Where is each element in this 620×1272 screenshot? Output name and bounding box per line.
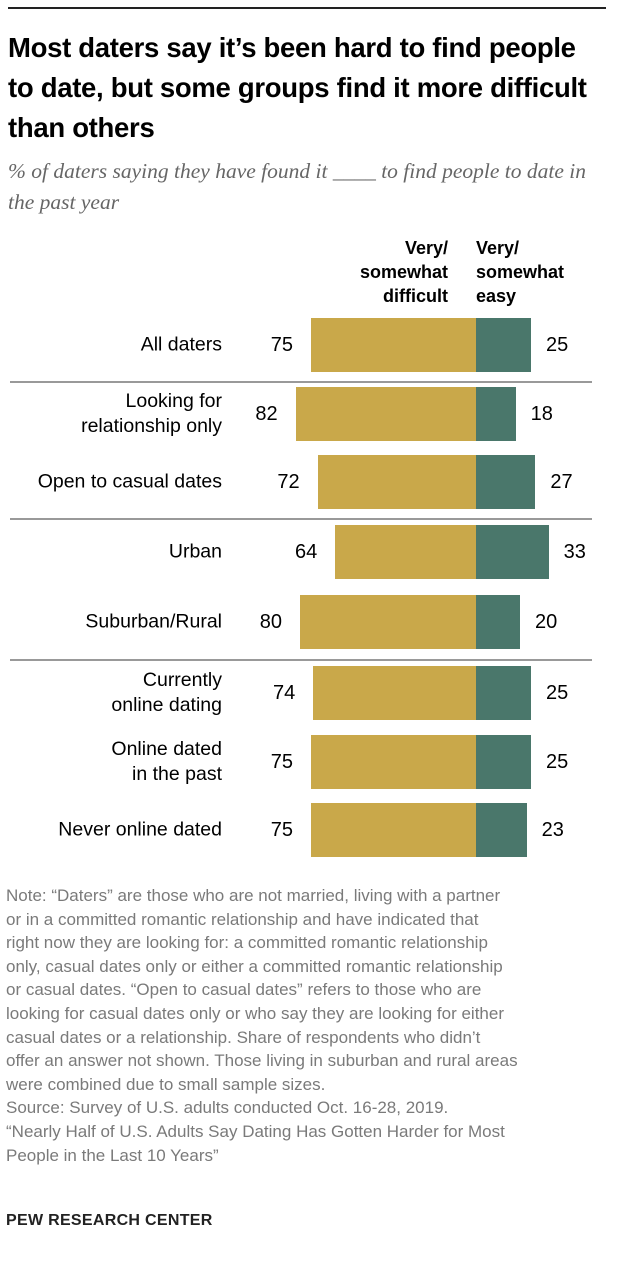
note-line: Note: “Daters” are those who are not mar… xyxy=(6,886,501,905)
category-label: Currently online dating xyxy=(111,668,222,718)
note-line: only, casual dates only or either a comm… xyxy=(6,956,503,976)
value-label-easy: 33 xyxy=(563,541,586,563)
value-label-difficult: 75 xyxy=(270,819,293,841)
value-label-difficult: 74 xyxy=(272,682,296,704)
category-label: All daters xyxy=(141,333,222,358)
bar-difficult xyxy=(313,666,476,720)
category-label-line: Never online dated xyxy=(58,818,222,841)
bar-easy xyxy=(476,666,531,720)
value-label-easy: 25 xyxy=(546,751,569,773)
column-header-line: somewhat xyxy=(359,262,448,282)
chart-note: Note: “Daters” are those who are not mar… xyxy=(6,884,616,1167)
bar-difficult xyxy=(295,387,476,441)
category-label-line: Urban xyxy=(168,540,222,563)
bar-difficult xyxy=(311,318,476,372)
category-label: Suburban/Rural xyxy=(85,610,222,635)
category-label: Looking for relationship only xyxy=(81,389,222,439)
value-label-difficult: 80 xyxy=(259,611,282,633)
category-label: Open to casual dates xyxy=(38,470,222,495)
group-separator xyxy=(10,659,592,661)
category-label-line: Suburban/Rural xyxy=(85,610,222,633)
source-line: Source: Survey of U.S. adults conducted … xyxy=(6,1098,449,1118)
column-header-difficult: Very/somewhat difficult xyxy=(360,236,448,308)
bar-easy xyxy=(476,525,549,579)
bar-difficult xyxy=(317,455,476,509)
report-title-line: People in the Last 10 Years” xyxy=(6,1145,219,1165)
top-rule xyxy=(8,7,606,9)
bar-easy xyxy=(476,595,520,649)
value-label-easy: 18 xyxy=(530,403,553,425)
chart-subtitle: % of daters saying they have found it __… xyxy=(8,159,587,214)
note-line: looking for casual dates only or who say… xyxy=(6,1003,504,1023)
value-label-difficult: 75 xyxy=(270,334,293,356)
category-label-line: Currently xyxy=(142,669,222,691)
value-label-difficult: 75 xyxy=(270,751,293,773)
note-line: offer an answer not shown. Those living … xyxy=(6,1051,518,1071)
column-header-line: somewhat xyxy=(476,262,565,282)
bar-easy xyxy=(476,318,531,372)
value-label-easy: 27 xyxy=(550,471,573,493)
group-separator xyxy=(10,381,592,383)
bar-difficult xyxy=(311,735,476,789)
report-title-line: “Nearly Half of U.S. Adults Say Dating H… xyxy=(6,1121,505,1141)
value-label-easy: 25 xyxy=(546,682,569,704)
column-header-line: difficult xyxy=(383,286,448,306)
category-label: Online dated in the past xyxy=(111,737,222,787)
note-line: right now they are looking for: a commit… xyxy=(6,933,488,953)
column-header-line: easy xyxy=(476,286,517,306)
column-header-easy: Very/somewhat easy xyxy=(476,236,564,308)
value-label-difficult: 82 xyxy=(255,403,278,425)
category-label-line: Online dated xyxy=(111,738,222,760)
category-label-line: online dating xyxy=(111,694,222,716)
bar-easy xyxy=(476,455,536,509)
category-label: Never online dated xyxy=(58,818,222,843)
column-header-line: Very/ xyxy=(476,238,520,258)
note-line: or casual dates. “Open to casual dates” … xyxy=(6,980,482,1000)
bar-difficult xyxy=(300,595,476,649)
footer-source-logo: PEW RESEARCH CENTER xyxy=(6,1212,213,1229)
category-label-line: relationship only xyxy=(81,415,222,437)
group-separator xyxy=(10,518,592,520)
value-label-difficult: 72 xyxy=(277,471,300,493)
category-label-line: in the past xyxy=(132,763,222,785)
value-label-easy: 23 xyxy=(541,819,564,841)
value-label-difficult: 64 xyxy=(294,541,318,563)
category-label-line: Looking for xyxy=(125,390,222,412)
category-label-line: Open to casual dates xyxy=(37,470,222,493)
value-label-easy: 25 xyxy=(546,334,569,356)
note-line: were combined due to small sample sizes. xyxy=(6,1074,326,1094)
category-label-line: All daters xyxy=(140,333,222,356)
bar-easy xyxy=(476,735,531,789)
value-label-easy: 20 xyxy=(535,611,558,633)
note-line: or in a committed romantic relationship … xyxy=(6,909,479,929)
bar-easy xyxy=(476,803,527,857)
note-line: casual dates or a relationship. Share of… xyxy=(6,1027,481,1047)
bar-difficult xyxy=(335,525,476,579)
chart-title: Most daters say it’s been hard to find p… xyxy=(8,32,587,143)
category-label: Urban xyxy=(169,540,222,565)
column-header-line: Very/ xyxy=(404,238,448,258)
bar-difficult xyxy=(311,803,476,857)
bar-easy xyxy=(476,387,516,441)
